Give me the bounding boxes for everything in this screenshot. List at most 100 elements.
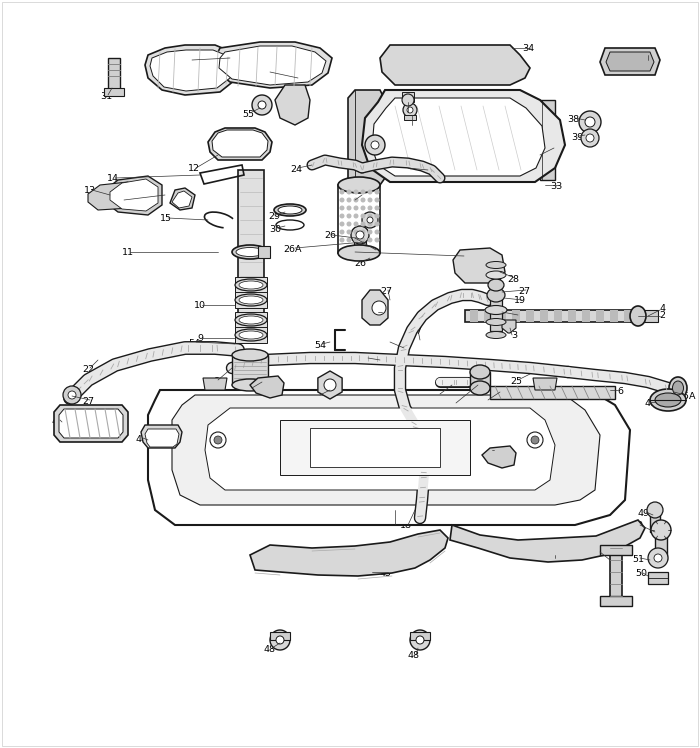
Text: 34: 34 [546, 144, 558, 153]
Circle shape [340, 238, 344, 242]
Ellipse shape [673, 381, 683, 395]
Text: 4: 4 [659, 304, 665, 313]
Polygon shape [512, 310, 520, 322]
Ellipse shape [232, 245, 268, 259]
Bar [610, 548, 622, 606]
Circle shape [360, 206, 365, 210]
Circle shape [354, 197, 358, 203]
Circle shape [581, 129, 599, 147]
Circle shape [374, 221, 379, 227]
Polygon shape [498, 310, 506, 322]
Circle shape [648, 548, 668, 568]
Polygon shape [150, 50, 234, 91]
Text: 29: 29 [268, 212, 280, 221]
Circle shape [368, 238, 372, 242]
Polygon shape [208, 128, 272, 160]
Text: 16: 16 [432, 390, 444, 399]
Bar [310, 428, 440, 467]
Ellipse shape [278, 206, 302, 214]
Bar [238, 170, 264, 318]
Text: 12: 12 [188, 164, 200, 173]
Ellipse shape [239, 316, 263, 324]
Text: 40A: 40A [645, 399, 664, 408]
Text: 34: 34 [522, 43, 534, 52]
Polygon shape [250, 376, 284, 398]
Polygon shape [582, 310, 590, 322]
Circle shape [374, 213, 379, 218]
Polygon shape [568, 310, 576, 322]
Polygon shape [145, 45, 240, 95]
Bar [490, 295, 502, 331]
Text: 7: 7 [403, 343, 409, 352]
Bar [338, 185, 380, 253]
Polygon shape [380, 45, 530, 85]
Polygon shape [610, 310, 618, 322]
Ellipse shape [485, 305, 507, 314]
Polygon shape [275, 85, 310, 125]
Bar [232, 355, 268, 385]
Bar [490, 386, 615, 399]
Polygon shape [172, 395, 600, 505]
Bar [235, 312, 267, 328]
Circle shape [531, 436, 539, 444]
Text: 15: 15 [160, 213, 172, 222]
Text: 30: 30 [269, 224, 281, 233]
Ellipse shape [232, 379, 268, 391]
Circle shape [360, 221, 365, 227]
Text: 21: 21 [510, 311, 522, 320]
Text: 43: 43 [52, 417, 64, 426]
Text: 48: 48 [408, 652, 420, 660]
Circle shape [374, 230, 379, 235]
Polygon shape [596, 310, 604, 322]
Text: 32: 32 [290, 75, 302, 84]
Bar [650, 510, 660, 532]
Ellipse shape [486, 319, 506, 325]
Bar [235, 292, 267, 308]
Text: 10: 10 [194, 301, 206, 310]
Circle shape [362, 212, 378, 228]
Polygon shape [148, 390, 630, 525]
Bar [108, 58, 120, 90]
Polygon shape [362, 90, 565, 182]
Text: 51: 51 [632, 554, 644, 563]
Bar [235, 277, 267, 293]
Ellipse shape [655, 393, 681, 407]
Polygon shape [172, 191, 192, 208]
Ellipse shape [239, 296, 263, 304]
Bar [258, 246, 270, 258]
Circle shape [586, 134, 594, 142]
Circle shape [402, 94, 414, 106]
Circle shape [340, 189, 344, 194]
Bar [354, 238, 366, 258]
Bar [540, 100, 555, 180]
Bar [630, 310, 658, 322]
Text: 37: 37 [400, 108, 412, 117]
Text: 54: 54 [314, 340, 326, 349]
Bar [648, 572, 668, 584]
Circle shape [356, 231, 364, 239]
Text: 24: 24 [290, 165, 302, 174]
Circle shape [407, 107, 413, 113]
Circle shape [340, 230, 344, 235]
Text: 27: 27 [518, 286, 530, 295]
Text: 5: 5 [455, 399, 461, 408]
Ellipse shape [486, 331, 506, 339]
Polygon shape [203, 378, 227, 390]
Text: 27: 27 [380, 286, 392, 295]
Polygon shape [110, 179, 158, 211]
Text: 52: 52 [640, 52, 652, 61]
Polygon shape [212, 130, 268, 157]
Text: 17: 17 [312, 391, 324, 400]
Polygon shape [624, 310, 632, 322]
Bar [404, 115, 416, 120]
Circle shape [368, 189, 372, 194]
Polygon shape [372, 98, 545, 176]
Polygon shape [362, 290, 388, 325]
Text: 26: 26 [354, 259, 366, 268]
Circle shape [340, 197, 344, 203]
Text: 25A: 25A [678, 391, 696, 400]
Bar [600, 545, 632, 555]
Text: 22: 22 [82, 364, 94, 373]
Text: 13: 13 [84, 186, 96, 194]
Ellipse shape [232, 349, 268, 361]
